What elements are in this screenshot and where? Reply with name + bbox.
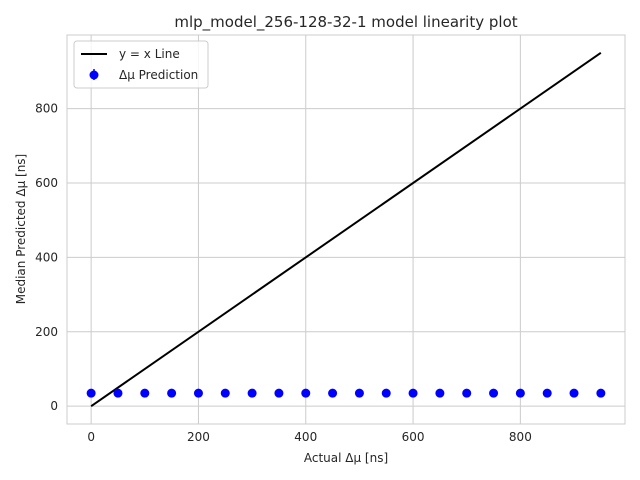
y-tick-label: 200: [35, 325, 58, 339]
y-tick-label: 400: [35, 250, 58, 264]
prediction-point: [381, 388, 391, 398]
x-axis-label: Actual Δμ [ns]: [304, 451, 388, 465]
prediction-point: [274, 388, 284, 398]
prediction-point: [328, 388, 338, 398]
grid: [67, 35, 625, 424]
prediction-point: [569, 388, 579, 398]
prediction-point: [113, 388, 123, 398]
legend-marker-swatch: [89, 70, 99, 80]
x-tick-label: 200: [187, 430, 210, 444]
prediction-point: [354, 388, 364, 398]
chart-marks: [86, 52, 606, 407]
prediction-point: [220, 388, 230, 398]
prediction-point: [167, 388, 177, 398]
legend-label-line: y = x Line: [119, 47, 180, 61]
prediction-point: [301, 388, 311, 398]
chart-title: mlp_model_256-128-32-1 model linearity p…: [174, 13, 517, 32]
prediction-point: [193, 388, 203, 398]
prediction-point: [542, 388, 552, 398]
tick-labels: 0 200 400 600 800 0 200 400 600 800: [35, 102, 532, 444]
prediction-point: [462, 388, 472, 398]
prediction-point: [596, 388, 606, 398]
x-tick-label: 0: [87, 430, 95, 444]
x-tick-label: 800: [509, 430, 532, 444]
prediction-point: [140, 388, 150, 398]
x-tick-label: 600: [402, 430, 425, 444]
legend-label-prediction: Δμ Prediction: [119, 68, 198, 82]
y-axis-label: Median Predicted Δμ [ns]: [14, 154, 28, 305]
y-tick-label: 600: [35, 176, 58, 190]
plot-frame: [66, 34, 626, 425]
prediction-point: [515, 388, 525, 398]
prediction-point: [408, 388, 418, 398]
prediction-point: [489, 388, 499, 398]
legend: y = x Line Δμ Prediction: [73, 40, 209, 89]
y-tick-label: 800: [35, 102, 58, 116]
y-tick-label: 0: [50, 399, 58, 413]
legend-box: [73, 40, 209, 89]
prediction-point: [86, 388, 96, 398]
x-tick-label: 400: [294, 430, 317, 444]
prediction-point: [247, 388, 257, 398]
identity-line: [90, 52, 602, 407]
prediction-point: [435, 388, 445, 398]
